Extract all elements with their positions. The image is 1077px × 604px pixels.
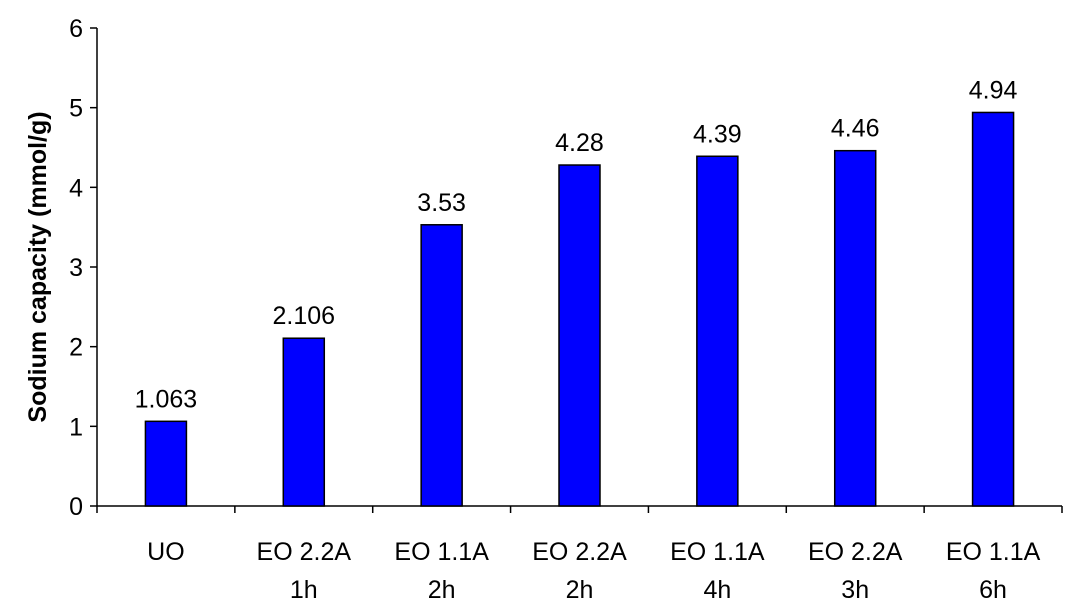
y-tick-label: 1	[69, 413, 83, 441]
data-label: 2.106	[273, 302, 336, 330]
x-tick-label: EO 1.1A	[670, 538, 765, 566]
data-label: 4.39	[693, 120, 742, 148]
x-tick-label: 1h	[290, 576, 318, 604]
x-tick-label: EO 1.1A	[946, 538, 1041, 566]
bar	[420, 224, 463, 507]
x-tick-label: 3h	[841, 576, 869, 604]
x-tick-label: 6h	[979, 576, 1007, 604]
data-label: 3.53	[417, 189, 466, 217]
data-label: 4.94	[969, 76, 1018, 104]
x-axis	[96, 505, 1063, 513]
x-tick-label: EO 2.2A	[257, 538, 352, 566]
data-label: 4.28	[555, 129, 604, 157]
x-tick-label: EO 1.1A	[394, 538, 489, 566]
y-tick-label: 0	[69, 493, 83, 521]
bar	[696, 155, 739, 507]
data-label: 1.063	[135, 385, 198, 413]
y-tick-label: 4	[69, 174, 83, 202]
bar	[282, 337, 326, 507]
x-tick-label: EO 2.2A	[532, 538, 627, 566]
y-tick-label: 3	[69, 254, 83, 282]
bar	[144, 420, 188, 507]
category-labels: UO EO 2.2A 1h EO 1.1A 2h EO 2.2A 2h EO 1.1A 4h EO…	[147, 538, 1040, 604]
x-tick-label: 2h	[428, 576, 456, 604]
y-tick-label: 5	[69, 95, 83, 123]
y-tick-label: 2	[69, 334, 83, 362]
x-tick-label: 4h	[703, 576, 731, 604]
data-label: 4.46	[831, 115, 880, 143]
x-tick-label: UO	[147, 538, 185, 566]
y-tick-label: 6	[69, 15, 83, 43]
y-axis-title: Sodium capacity (mmol/g)	[24, 111, 52, 422]
bars	[144, 111, 1015, 507]
value-labels: 1.063 2.106 3.53 4.28 4.39 4.46 4.94	[135, 76, 1018, 413]
x-tick-label: EO 2.2A	[808, 538, 903, 566]
bar	[558, 164, 601, 507]
bar	[833, 149, 877, 507]
x-tick-label: 2h	[566, 576, 594, 604]
y-axis: 0 1 2 3 4 5 6	[69, 15, 98, 521]
bar	[971, 111, 1015, 507]
